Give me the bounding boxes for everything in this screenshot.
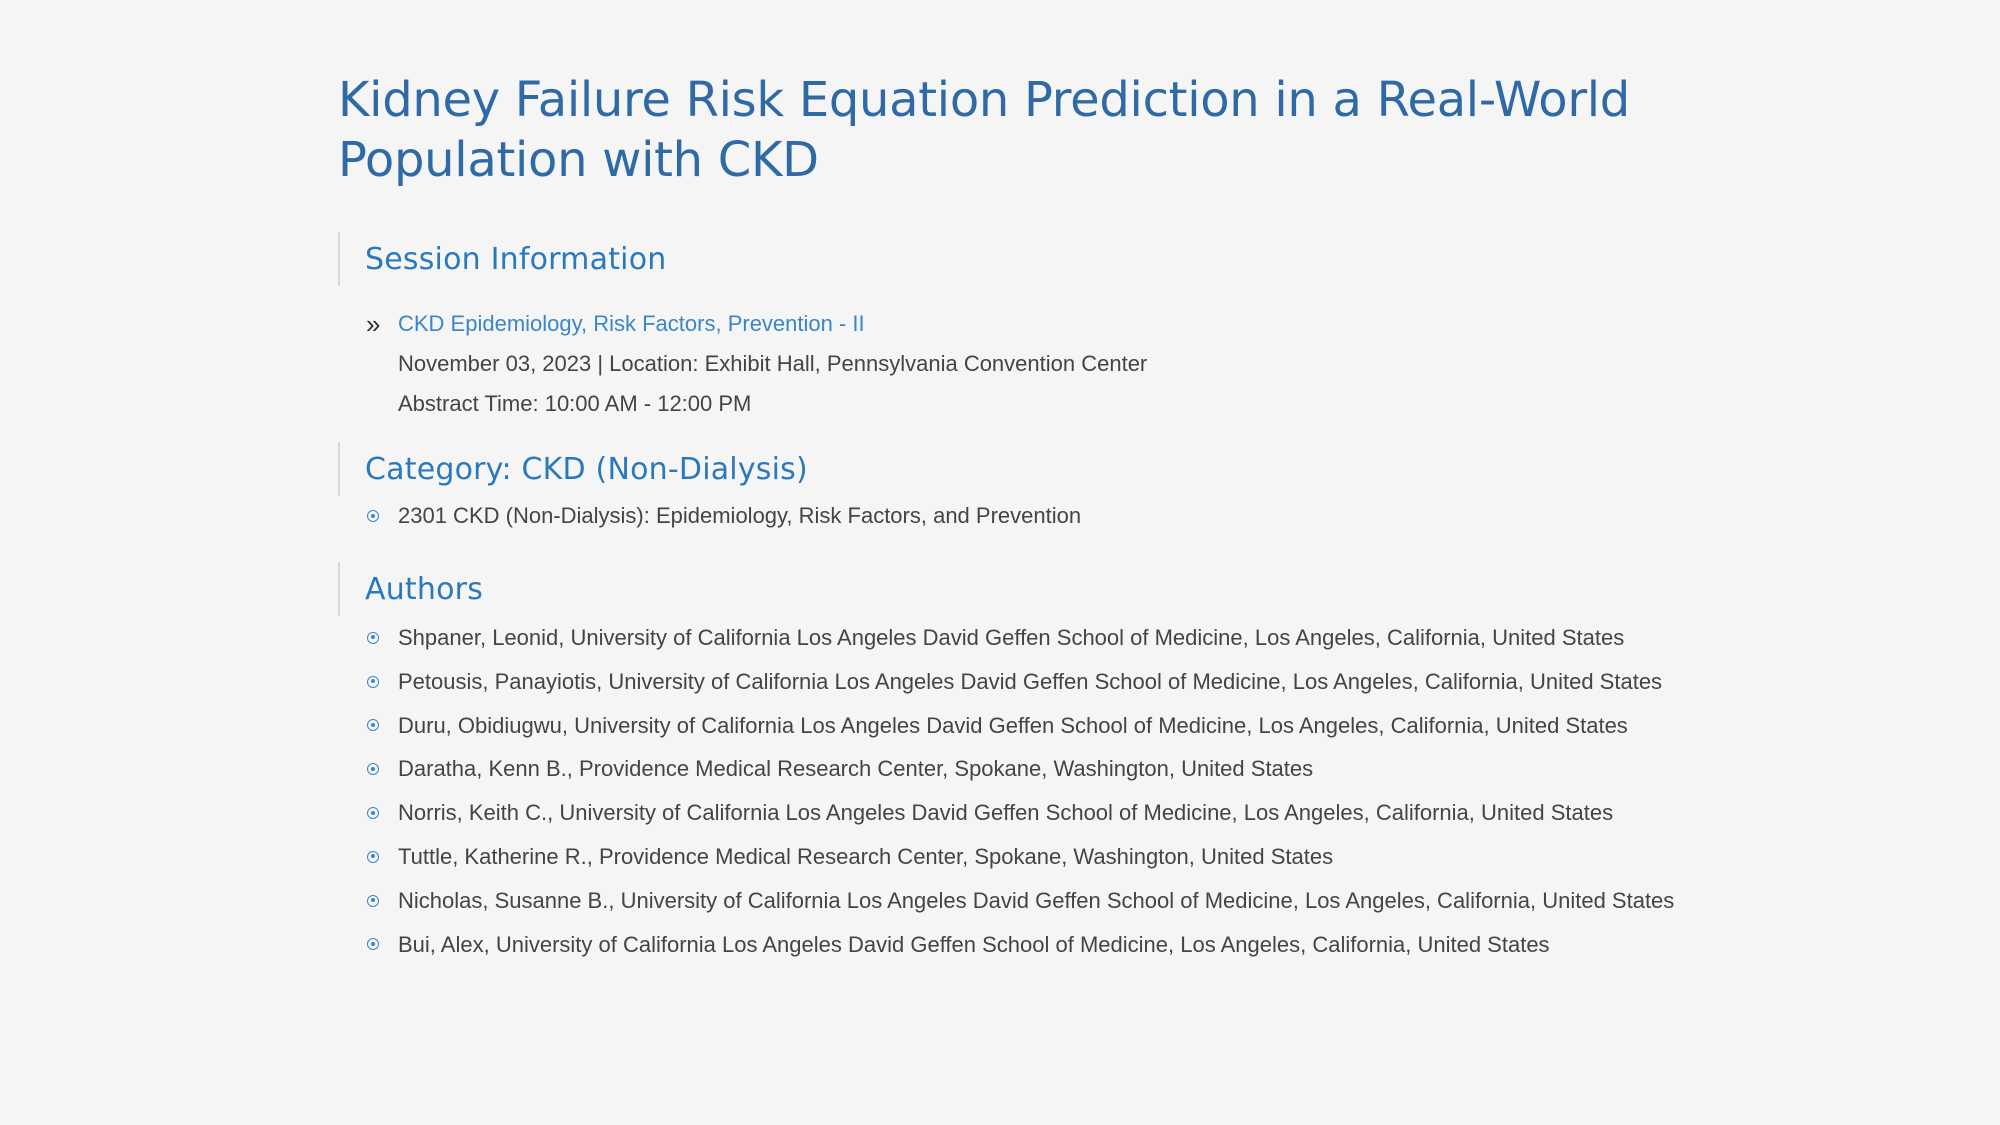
author-text: Bui, Alex, University of California Los …: [398, 931, 1550, 957]
session-information-section: Session Information » CKD Epidemiology, …: [338, 232, 1678, 424]
section-header: Category: CKD (Non-Dialysis): [338, 442, 1678, 496]
session-information-heading: Session Information: [365, 241, 667, 277]
double-chevron-right-icon: »: [366, 309, 381, 339]
bullet-circle-icon: [367, 719, 379, 732]
session-abstract-time: Abstract Time: 10:00 AM - 12:00 PM: [398, 391, 752, 416]
category-item-text: 2301 CKD (Non-Dialysis): Epidemiology, R…: [398, 503, 1082, 528]
author-item: Bui, Alex, University of California Los …: [338, 923, 1678, 967]
bullet-circle-icon: [367, 631, 379, 644]
category-list: 2301 CKD (Non-Dialysis): Epidemiology, R…: [338, 496, 1678, 536]
author-text: Duru, Obidiugwu, University of Californi…: [398, 712, 1628, 738]
page-title: Kidney Failure Risk Equation Prediction …: [338, 72, 1630, 188]
abstract-page: Kidney Failure Risk Equation Prediction …: [338, 70, 1678, 966]
bullet-circle-icon: [367, 675, 379, 688]
author-item: Daratha, Kenn B., Providence Medical Res…: [338, 747, 1678, 791]
author-item: Nicholas, Susanne B., University of Cali…: [338, 879, 1678, 923]
authors-list: Shpaner, Leonid, University of Californi…: [338, 616, 1678, 966]
author-item: Duru, Obidiugwu, University of Californi…: [338, 704, 1678, 748]
section-header: Session Information: [338, 232, 1678, 286]
author-text: Shpaner, Leonid, University of Californi…: [398, 625, 1625, 650]
author-item: Tuttle, Katherine R., Providence Medical…: [338, 835, 1678, 879]
author-item: Shpaner, Leonid, University of Californi…: [338, 616, 1678, 660]
bullet-circle-icon: [367, 850, 379, 863]
authors-section: Authors Shpaner, Leonid, University of C…: [338, 562, 1678, 966]
author-text: Petousis, Panayiotis, University of Cali…: [398, 668, 1663, 694]
session-date-location: November 03, 2023 | Location: Exhibit Ha…: [398, 351, 1148, 376]
authors-heading: Authors: [365, 571, 484, 607]
author-text: Norris, Keith C., University of Californ…: [398, 800, 1614, 826]
author-text: Daratha, Kenn B., Providence Medical Res…: [398, 756, 1314, 782]
section-header: Authors: [338, 562, 1678, 616]
author-text: Nicholas, Susanne B., University of Cali…: [398, 887, 1675, 913]
author-item: Petousis, Panayiotis, University of Cali…: [338, 660, 1678, 704]
author-text: Tuttle, Katherine R., Providence Medical…: [398, 843, 1334, 869]
session-details: » CKD Epidemiology, Risk Factors, Preven…: [338, 304, 1678, 424]
session-link[interactable]: CKD Epidemiology, Risk Factors, Preventi…: [398, 311, 865, 336]
bullet-circle-icon: [367, 938, 379, 951]
category-section: Category: CKD (Non-Dialysis) 2301 CKD (N…: [338, 442, 1678, 536]
bullet-circle-icon: [367, 894, 379, 907]
category-heading: Category: CKD (Non-Dialysis): [365, 451, 808, 487]
list-item: 2301 CKD (Non-Dialysis): Epidemiology, R…: [338, 496, 1678, 536]
bullet-circle-icon: [367, 807, 379, 820]
bullet-circle-icon: [367, 510, 379, 522]
author-item: Norris, Keith C., University of Californ…: [338, 791, 1678, 835]
bullet-circle-icon: [367, 763, 379, 776]
